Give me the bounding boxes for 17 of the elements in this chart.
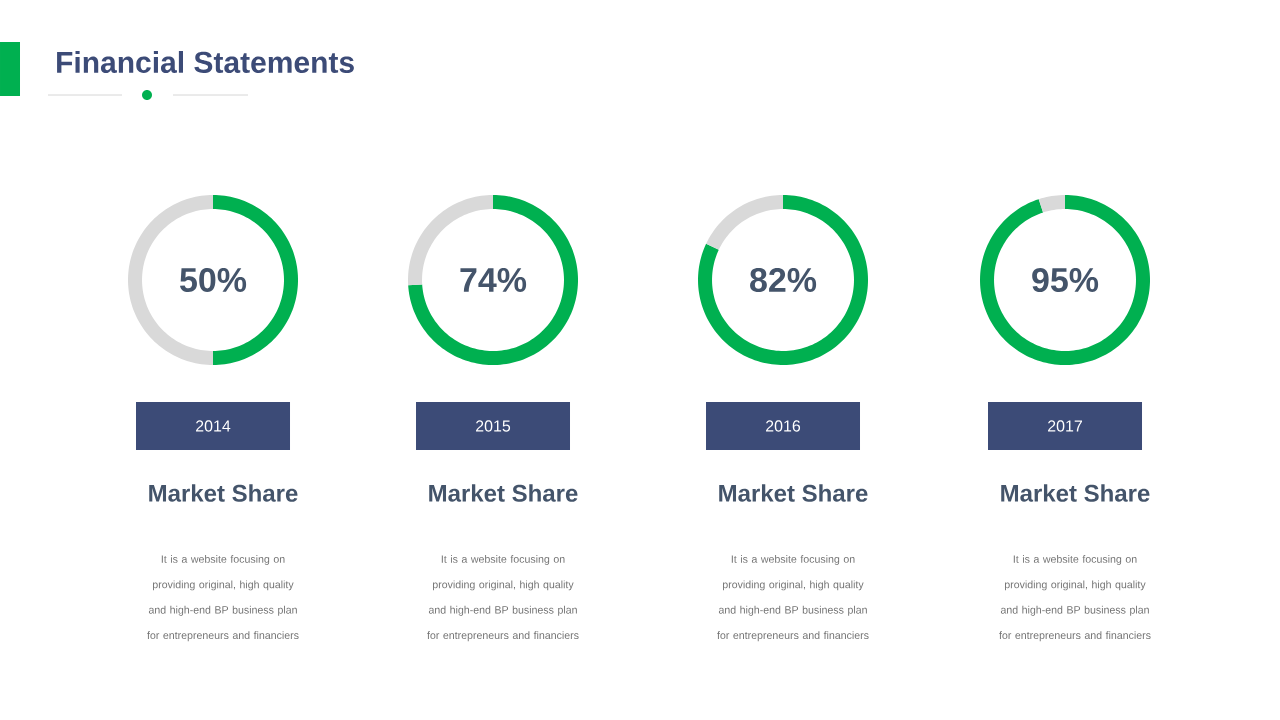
data-label: 74% [460, 268, 527, 292]
data-label: 50% [180, 267, 247, 293]
data-label: 82% [750, 267, 817, 293]
text: 2016 [766, 420, 801, 432]
text: 2014 [196, 420, 231, 432]
text: Market Share [719, 484, 868, 502]
text: It is a website focusing on providing original, high quality and high-end BP business plan for entrepreneurs and financiers [147, 555, 299, 642]
text: Market Share [1001, 484, 1150, 502]
text: Financial Statements [57, 50, 354, 73]
text: It is a website focusing on providing original, high quality and high-end BP business plan for entrepreneurs and financiers [717, 555, 869, 642]
text: It is a website focusing on providing original, high quality and high-end BP business plan for entrepreneurs and financiers [427, 555, 579, 642]
text: It is a website focusing on providing original, high quality and high-end BP business plan for entrepreneurs and financiers [999, 555, 1151, 642]
text: Market Share [429, 484, 578, 502]
text: 2017 [1048, 420, 1082, 432]
data-label: 95% [1032, 267, 1099, 293]
text: Market Share [149, 484, 298, 502]
text: 2015 [476, 420, 511, 432]
